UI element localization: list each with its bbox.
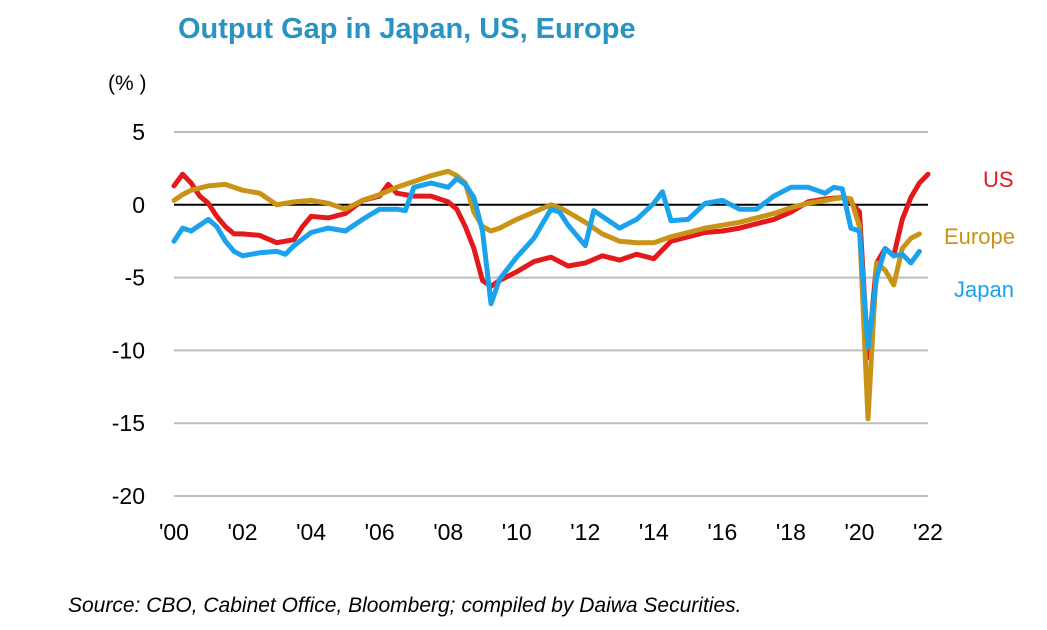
y-tick-label: -10	[112, 337, 145, 363]
x-tick-label: '16	[707, 519, 737, 545]
x-tick-label: '04	[296, 519, 326, 545]
gridlines	[174, 131, 928, 497]
source-note: Source: CBO, Cabinet Office, Bloomberg; …	[68, 594, 741, 617]
legend-us: US	[983, 167, 1014, 192]
x-tick-label: '08	[433, 519, 463, 545]
x-tick-label: '20	[844, 519, 874, 545]
series-line-europe	[171, 168, 922, 422]
series-lines	[171, 168, 931, 422]
y-tick-label: -5	[125, 265, 145, 291]
x-tick-label: '14	[639, 519, 669, 545]
chart-title: Output Gap in Japan, US, Europe	[178, 13, 636, 45]
x-tick-label: '02	[228, 519, 258, 545]
x-tick-label: '06	[365, 519, 395, 545]
y-tick-label: -15	[112, 410, 145, 436]
y-tick-label: -20	[112, 483, 145, 509]
series-line-japan	[171, 176, 922, 350]
x-tick-label: '18	[776, 519, 806, 545]
x-tick-labels: '00 '02 '04 '06 '08 '10 '12 '14 '16 '18 '20 '22	[159, 519, 943, 545]
legend-europe: Europe	[944, 224, 1015, 249]
y-tick-label: 0	[132, 192, 145, 218]
x-tick-label: '00	[159, 519, 189, 545]
x-tick-label: '10	[502, 519, 532, 545]
legend-japan: Japan	[954, 277, 1014, 302]
y-tick-labels: 5 0 -5 -10 -15 -20	[112, 119, 145, 509]
x-tick-label: '12	[570, 519, 600, 545]
x-tick-label: '22	[913, 519, 943, 545]
y-tick-label: 5	[132, 119, 145, 145]
y-axis-unit-label: (% )	[108, 72, 147, 95]
